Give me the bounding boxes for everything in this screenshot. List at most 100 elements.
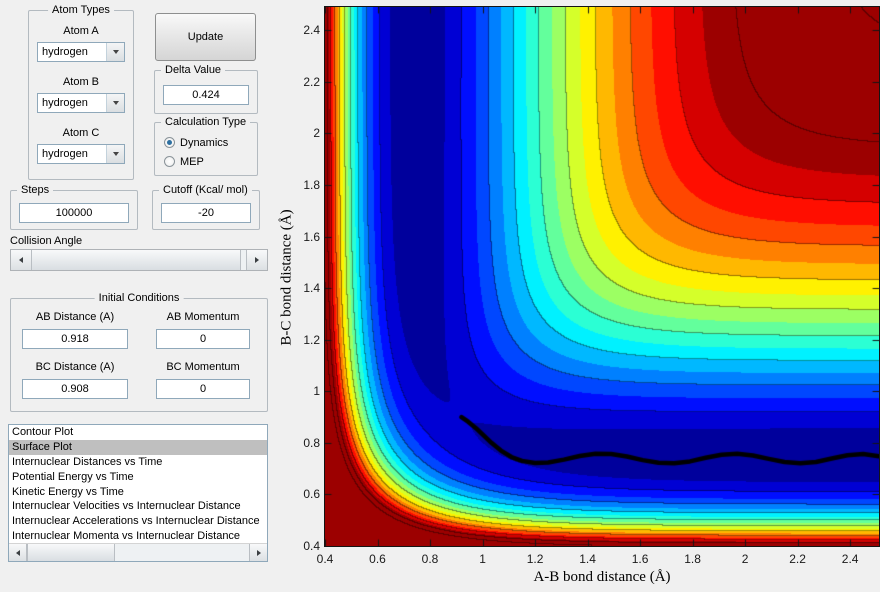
list-item[interactable]: Potential Energy vs Time xyxy=(12,470,134,483)
ic-label: BC Distance (A) xyxy=(35,361,115,373)
ic-cell: AB Momentum xyxy=(139,311,267,349)
ic-input[interactable] xyxy=(156,379,250,399)
x-tick-label: 1 xyxy=(479,552,486,566)
y-tick-label: 1 xyxy=(313,384,320,399)
arrow-left-icon xyxy=(15,549,20,556)
update-button[interactable]: Update xyxy=(155,13,256,61)
atom-fields: Atom A hydrogen Atom B hydrogen Atom C hydrog… xyxy=(29,25,133,164)
atom-dropdown-value: hydrogen xyxy=(42,148,88,160)
ic-cell: BC Distance (A) xyxy=(11,361,139,399)
atom-dropdown-value: hydrogen xyxy=(42,97,88,109)
atom-dropdown[interactable]: hydrogen xyxy=(37,42,125,62)
calc-option[interactable]: Dynamics xyxy=(155,133,257,152)
scrollbar-thumb[interactable] xyxy=(27,544,115,561)
y-axis-label: B-C bond distance (Å) xyxy=(278,209,295,346)
arrow-left-icon xyxy=(19,257,23,263)
x-tick-label: 1.2 xyxy=(526,552,544,566)
ic-cell: AB Distance (A) xyxy=(11,311,139,349)
y-tick-label: 1.6 xyxy=(303,229,320,244)
ic-label: AB Momentum xyxy=(166,311,240,323)
chevron-down-icon[interactable] xyxy=(106,43,124,61)
steps-group: Steps xyxy=(10,183,138,230)
calc-option[interactable]: MEP xyxy=(155,152,257,171)
chevron-down-icon[interactable] xyxy=(106,94,124,112)
radio-label: MEP xyxy=(180,155,204,168)
steps-title: Steps xyxy=(17,183,54,197)
ic-input[interactable] xyxy=(22,379,128,399)
cutoff-group: Cutoff (Kcal/ mol) xyxy=(152,183,260,230)
delta-value-input[interactable] xyxy=(163,85,249,105)
y-tick-label: 2.4 xyxy=(303,23,320,38)
y-tick-label: 0.6 xyxy=(303,487,320,502)
x-tick-label: 2 xyxy=(741,552,749,566)
plot-type-listbox[interactable]: Contour Plot Surface Plot Internuclear Dis… xyxy=(8,424,268,562)
initial-conditions-group: Initial Conditions AB Distance (A) AB Mom… xyxy=(10,291,268,412)
scrollbar-right-button[interactable] xyxy=(249,544,267,561)
calculation-type-title: Calculation Type xyxy=(161,115,251,129)
list-item[interactable]: Kinetic Energy vs Time xyxy=(12,485,124,498)
radio-button-icon[interactable] xyxy=(164,137,175,148)
list-item[interactable]: Internuclear Distances vs Time xyxy=(12,455,163,468)
atom-types-title: Atom Types xyxy=(48,3,114,17)
scrollbar-left-button[interactable] xyxy=(9,544,27,561)
x-tick-label: 1.8 xyxy=(684,552,701,566)
collision-angle-label: Collision Angle xyxy=(10,235,83,247)
y-tick-label: 2.2 xyxy=(303,74,320,89)
y-tick-label: 1.2 xyxy=(303,332,320,347)
ic-cell: BC Momentum xyxy=(139,361,267,399)
plot-type-list: Contour Plot Surface Plot Internuclear Dis… xyxy=(9,425,267,544)
list-item[interactable]: Internuclear Accelerations vs Internucle… xyxy=(12,515,260,528)
delta-value-group: Delta Value xyxy=(154,63,258,114)
cutoff-title: Cutoff (Kcal/ mol) xyxy=(159,183,252,197)
atom-field-label: Atom A xyxy=(63,25,99,37)
ic-input[interactable] xyxy=(156,329,250,349)
scrollbar-track[interactable] xyxy=(241,250,246,270)
scrollbar-thumb[interactable] xyxy=(32,250,241,270)
ic-grid: AB Distance (A) AB Momentum BC Distance (A… xyxy=(11,299,267,399)
y-tick-label: 1.8 xyxy=(303,177,320,192)
y-tick-label: 0.8 xyxy=(303,435,320,450)
calculation-type-group: Calculation Type Dynamics MEP xyxy=(154,115,258,176)
arrow-right-icon xyxy=(256,549,261,556)
collision-angle-scrollbar[interactable] xyxy=(10,249,268,271)
x-tick-label: 0.6 xyxy=(369,552,386,566)
initial-conditions-title: Initial Conditions xyxy=(94,291,184,305)
x-tick-label: 0.8 xyxy=(421,552,439,566)
x-tick-label: 2.4 xyxy=(841,552,859,566)
ic-label: AB Distance (A) xyxy=(35,311,115,323)
delta-value-title: Delta Value xyxy=(161,63,226,77)
radio-button-icon[interactable] xyxy=(164,156,175,167)
scrollbar-track[interactable] xyxy=(115,544,249,561)
scrollbar-left-button[interactable] xyxy=(11,250,32,270)
x-tick-label: 1.4 xyxy=(579,552,596,566)
contour-plot-canvas xyxy=(324,6,880,547)
y-tick-label: 1.4 xyxy=(303,281,320,296)
ic-label: BC Momentum xyxy=(166,361,240,373)
calc-options: Dynamics MEP xyxy=(155,123,257,171)
listbox-hscrollbar[interactable] xyxy=(9,543,267,561)
x-axis-label: A-B bond distance (Å) xyxy=(533,569,671,585)
x-tick-label: 2.2 xyxy=(789,552,806,566)
atom-dropdown[interactable]: hydrogen xyxy=(37,93,125,113)
x-tick-label: 0.4 xyxy=(316,552,334,566)
radio-label: Dynamics xyxy=(180,136,229,149)
list-item[interactable]: Internuclear Velocities vs Internuclear … xyxy=(12,500,241,513)
atom-dropdown-value: hydrogen xyxy=(42,46,88,58)
atom-field-label: Atom B xyxy=(62,76,100,88)
atom-dropdown[interactable]: hydrogen xyxy=(37,144,125,164)
cutoff-input[interactable] xyxy=(161,203,251,223)
chevron-down-icon[interactable] xyxy=(106,145,124,163)
atom-field-label: Atom C xyxy=(62,127,100,139)
ic-input[interactable] xyxy=(22,329,128,349)
y-tick-label: 2 xyxy=(313,126,320,141)
list-item[interactable]: Surface Plot xyxy=(9,439,267,455)
list-item[interactable]: Internuclear Momenta vs Internuclear Dis… xyxy=(12,530,241,543)
x-tick-label: 1.6 xyxy=(631,552,649,566)
steps-input[interactable] xyxy=(19,203,129,223)
arrow-right-icon xyxy=(255,257,259,263)
scrollbar-right-button[interactable] xyxy=(246,250,267,270)
y-tick-label: 0.4 xyxy=(303,539,320,553)
list-item[interactable]: Contour Plot xyxy=(12,426,74,438)
